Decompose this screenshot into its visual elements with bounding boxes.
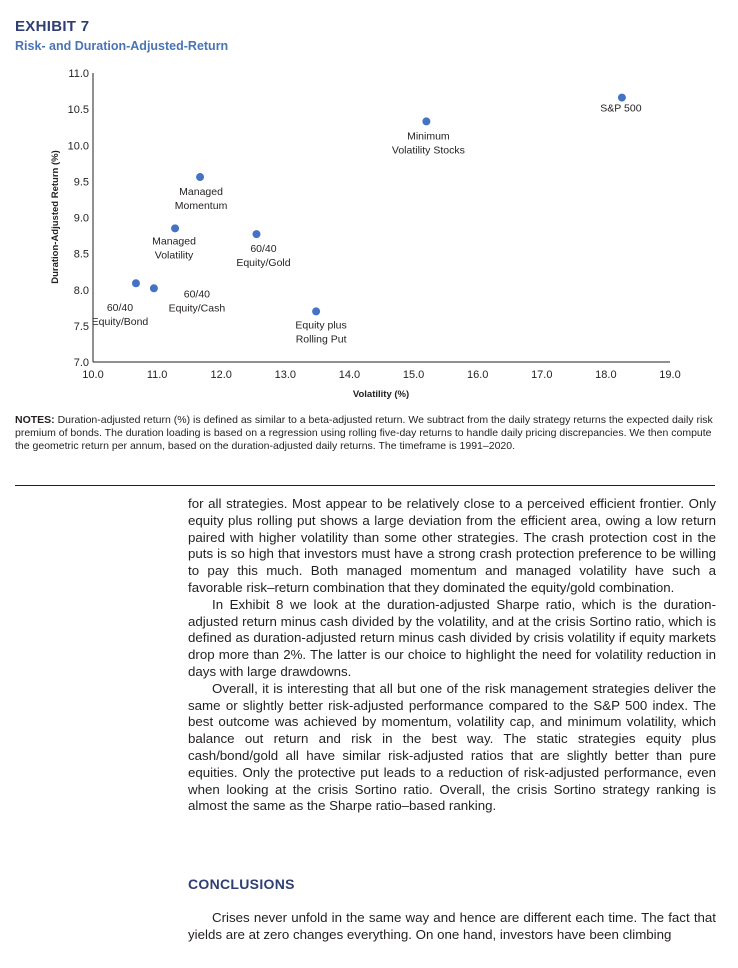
y-tick-label: 8.0 — [74, 285, 89, 297]
conclusions-heading: CONCLUSIONS — [188, 876, 295, 892]
notes-label: NOTES: — [15, 414, 55, 426]
x-tick-label: 19.0 — [659, 369, 680, 381]
point-label-line: Volatility — [155, 249, 194, 261]
scatter-point — [149, 284, 158, 293]
article-body: for all strategies. Most appear to be re… — [188, 496, 716, 815]
y-tick-label: 10.5 — [68, 104, 89, 116]
scatter-point — [171, 224, 180, 233]
point-label: 60/40 Equity/Cash — [169, 288, 226, 314]
y-tick-label: 9.0 — [74, 213, 89, 225]
x-tick-label: 11.0 — [147, 369, 168, 381]
x-tick-label: 10.0 — [82, 369, 103, 381]
y-tick-label: 11.0 — [68, 68, 89, 80]
y-tick-labels: 7.0 7.5 8.0 8.5 9.0 9.5 10.0 10.5 11.0 — [68, 68, 89, 369]
point-label-line: Rolling Put — [296, 333, 347, 345]
body-paragraph-2: In Exhibit 8 we look at the duration-adj… — [188, 596, 716, 679]
x-axis-title: Volatility (%) — [353, 389, 409, 400]
x-tick-label: 14.0 — [339, 369, 360, 381]
point-label-line: Minimum — [407, 130, 450, 142]
point-label-line: Managed — [179, 186, 223, 198]
point-label: 60/40 Equity/Bond — [92, 302, 149, 328]
notes-divider — [15, 485, 715, 486]
exhibit-title: Risk- and Duration-Adjusted-Return — [15, 39, 229, 53]
scatter-point — [422, 117, 431, 126]
point-label: Minimum Volatility Stocks — [392, 130, 465, 156]
point-label-line: Equity/Cash — [169, 302, 226, 314]
x-tick-label: 16.0 — [467, 369, 488, 381]
chart-notes: NOTES: Duration-adjusted return (%) is d… — [15, 414, 715, 453]
point-label-line: Volatility Stocks — [392, 144, 465, 156]
x-tick-label: 15.0 — [403, 369, 424, 381]
x-tick-labels: 10.0 11.0 12.0 13.0 14.0 15.0 16.0 17.0 18.0 19.0 — [82, 369, 680, 381]
point-label: Managed Momentum — [175, 186, 228, 212]
y-tick-label: 9.5 — [74, 176, 89, 188]
y-tick-label: 7.0 — [74, 357, 89, 369]
scatter-point — [131, 279, 140, 288]
y-tick-label: 10.0 — [68, 140, 89, 152]
point-label-line: Momentum — [175, 200, 228, 212]
data-points: S&P 500 Minimum Volatility Stocks Managed Mo… — [92, 93, 642, 345]
body-paragraph-1: for all strategies. Most appear to be re… — [188, 496, 716, 595]
body-paragraph-3: Overall, it is interesting that all but … — [188, 680, 716, 814]
point-label: 60/40 Equity/Gold — [236, 243, 290, 269]
y-axis-title: Duration-Adjusted Return (%) — [50, 150, 61, 284]
y-tick-label: 7.5 — [74, 321, 89, 333]
conclusions-paragraph: Crises never unfold in the same way and … — [188, 910, 716, 942]
scatter-chart: 10.0 11.0 12.0 13.0 14.0 15.0 16.0 17.0 18.0 19.0… — [50, 68, 681, 400]
point-label-line: 60/40 — [184, 288, 210, 300]
point-label-line: Managed — [152, 235, 196, 247]
x-tick-label: 18.0 — [595, 369, 616, 381]
x-tick-label: 12.0 — [211, 369, 232, 381]
x-tick-label: 17.0 — [531, 369, 552, 381]
scatter-point — [312, 307, 321, 316]
scatter-point — [196, 173, 205, 182]
x-tick-label: 13.0 — [275, 369, 296, 381]
point-label: Managed Volatility — [152, 235, 196, 261]
scatter-point — [252, 230, 261, 239]
point-label-line: S&P 500 — [600, 103, 641, 115]
scatter-point — [617, 93, 626, 102]
point-label-line: Equity/Gold — [236, 257, 290, 269]
y-tick-label: 8.5 — [74, 249, 89, 261]
point-label-line: 60/40 — [250, 243, 276, 255]
notes-text: Duration-adjusted return (%) is defined … — [15, 414, 713, 452]
point-label-line: Equity/Bond — [92, 316, 149, 328]
point-label-line: Equity plus — [295, 319, 346, 331]
point-label-line: 60/40 — [107, 302, 133, 314]
point-label: S&P 500 — [600, 103, 641, 115]
chart-axes — [92, 73, 670, 363]
point-label: Equity plus Rolling Put — [295, 319, 346, 345]
exhibit-label: EXHIBIT 7 — [15, 18, 90, 35]
